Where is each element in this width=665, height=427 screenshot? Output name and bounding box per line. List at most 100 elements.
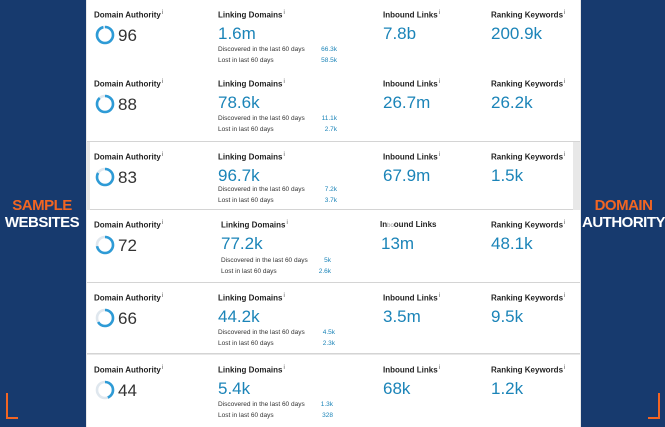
ranking-keywords-label: Ranking Keywordsi	[491, 152, 566, 162]
lost-label: Lost in last 60 days	[218, 412, 274, 419]
info-icon[interactable]: i	[438, 293, 441, 299]
inbound-links-value: 3.5m	[383, 307, 421, 326]
discovered-value: 1.3k	[320, 401, 333, 408]
linking-domains-label: Linking Domainsi	[218, 79, 285, 89]
info-icon[interactable]: i	[161, 79, 164, 85]
inbound-links-value: 13m	[381, 234, 415, 253]
discovered-label: Discovered in the last 60 days	[218, 186, 305, 193]
domain-authority-label: Domain Authorityi	[94, 220, 164, 230]
lost-label: Lost in last 60 days	[221, 268, 277, 275]
lost-label: Lost in last 60 days	[218, 197, 274, 204]
lost-label: Lost in last 60 days	[218, 57, 274, 64]
sample-websites-heading: SAMPLE WEBSITES	[0, 197, 84, 231]
info-icon[interactable]: i	[438, 365, 441, 371]
info-icon[interactable]: i	[283, 10, 285, 16]
lost-value: 2.3k	[322, 340, 335, 347]
discovered-value: 66.3k	[321, 46, 337, 53]
discovered-value: 7.2k	[324, 186, 337, 193]
websites-word: WEBSITES	[4, 214, 80, 231]
lost-value: 328	[322, 412, 333, 419]
ranking-keywords-label: Ranking Keywordsi	[491, 293, 566, 303]
inbound-links-label: Inbound Linksi	[383, 293, 441, 303]
info-icon[interactable]: i	[161, 10, 164, 16]
info-icon[interactable]: i	[161, 365, 164, 371]
discovered-label: Discovered in the last 60 days	[218, 46, 305, 53]
info-icon[interactable]: i	[161, 293, 164, 299]
domain-authority-ring-icon	[95, 380, 115, 400]
linking-domains-label: Linking Domainsi	[218, 365, 285, 375]
inbound-links-value: 67.9m	[383, 166, 431, 185]
site-card: Domain Authorityi 88 Linking Domainsi 78…	[87, 69, 580, 142]
info-icon[interactable]: i	[286, 220, 288, 226]
info-icon[interactable]: i	[283, 365, 285, 371]
lost-value: 58.5k	[321, 57, 337, 64]
domain-authority-label: Domain Authorityi	[94, 293, 164, 303]
ranking-keywords-value: 1.2k	[491, 379, 524, 398]
discovered-value: 11.1k	[321, 115, 337, 122]
site-card: Domain Authorityi 83 Linking Domainsi 96…	[90, 142, 573, 210]
info-icon[interactable]: i	[438, 10, 441, 16]
ranking-keywords-value: 26.2k	[491, 93, 533, 112]
domain-authority-label: Domain Authorityi	[94, 79, 164, 89]
inbound-links-value: 26.7m	[383, 93, 431, 112]
linking-domains-value: 5.4k	[218, 379, 251, 398]
domain-authority-ring-icon	[95, 167, 115, 187]
domain-authority-ring-icon	[95, 25, 115, 45]
linking-domains-value: 77.2k	[221, 234, 263, 253]
domain-authority-heading: DOMAIN AUTHORITY	[582, 197, 665, 231]
domain-authority-label: Domain Authorityi	[94, 152, 164, 162]
linking-domains-label: Linking Domainsi	[218, 10, 285, 20]
discovered-value: 4.5k	[322, 329, 335, 336]
ranking-keywords-value: 1.5k	[491, 166, 524, 185]
inbound-links-value: 7.8b	[383, 24, 417, 43]
domain-authority-label: Domain Authorityi	[94, 365, 164, 375]
info-icon[interactable]: i	[438, 79, 441, 85]
site-card: Domain Authorityi 72 Linking Domainsi 77…	[87, 210, 580, 283]
metrics-panel: Domain Authorityi 96 Linking Domainsi 1.…	[86, 0, 581, 427]
domain-authority-value: 88	[118, 95, 137, 114]
domain-authority-value: 83	[118, 168, 137, 187]
info-icon[interactable]: i	[438, 152, 441, 158]
sample-word: SAMPLE	[12, 197, 72, 214]
info-icon[interactable]: i	[564, 220, 566, 226]
inbound-links-label: Inboound Links	[380, 220, 437, 229]
corner-bracket-left	[6, 393, 18, 419]
info-icon[interactable]: i	[564, 79, 566, 85]
inbound-links-label: Inbound Linksi	[383, 365, 441, 375]
domain-authority-label: Domain Authorityi	[94, 10, 164, 20]
info-icon[interactable]: i	[564, 10, 566, 16]
info-icon[interactable]: i	[283, 293, 285, 299]
discovered-value: 5k	[324, 257, 331, 264]
discovered-label: Discovered in the last 60 days	[221, 257, 308, 264]
domain-authority-ring-icon	[95, 94, 115, 114]
inbound-links-label: Inbound Linksi	[383, 10, 441, 20]
domain-authority-value: 44	[118, 381, 137, 400]
info-icon[interactable]: i	[564, 365, 566, 371]
linking-domains-value: 96.7k	[218, 166, 260, 185]
domain-authority-ring-icon	[95, 235, 115, 255]
ranking-keywords-label: Ranking Keywordsi	[491, 79, 566, 89]
inbound-links-label: Inbound Linksi	[383, 79, 441, 89]
domain-authority-ring-icon	[95, 308, 115, 328]
site-card: Domain Authorityi 44 Linking Domainsi 5.…	[87, 355, 580, 427]
domain-authority-value: 66	[118, 309, 137, 328]
site-card: Domain Authorityi 96 Linking Domainsi 1.…	[87, 0, 580, 70]
info-icon[interactable]: i	[161, 152, 164, 158]
info-icon[interactable]: i	[564, 152, 566, 158]
discovered-label: Discovered in the last 60 days	[218, 401, 305, 408]
info-icon[interactable]: i	[283, 152, 285, 158]
lost-label: Lost in last 60 days	[218, 126, 274, 133]
linking-domains-value: 1.6m	[218, 24, 256, 43]
info-icon[interactable]: i	[564, 293, 566, 299]
authority-word: AUTHORITY	[582, 214, 665, 231]
ranking-keywords-value: 200.9k	[491, 24, 543, 43]
domain-authority-value: 96	[118, 26, 137, 45]
info-icon[interactable]: i	[161, 220, 164, 226]
ranking-keywords-value: 48.1k	[491, 234, 533, 253]
ranking-keywords-label: Ranking Keywordsi	[491, 220, 566, 230]
lost-label: Lost in last 60 days	[218, 340, 274, 347]
linking-domains-value: 78.6k	[218, 93, 260, 112]
discovered-label: Discovered in the last 60 days	[218, 115, 305, 122]
inbound-links-label: Inbound Linksi	[383, 152, 441, 162]
info-icon[interactable]: i	[283, 79, 285, 85]
